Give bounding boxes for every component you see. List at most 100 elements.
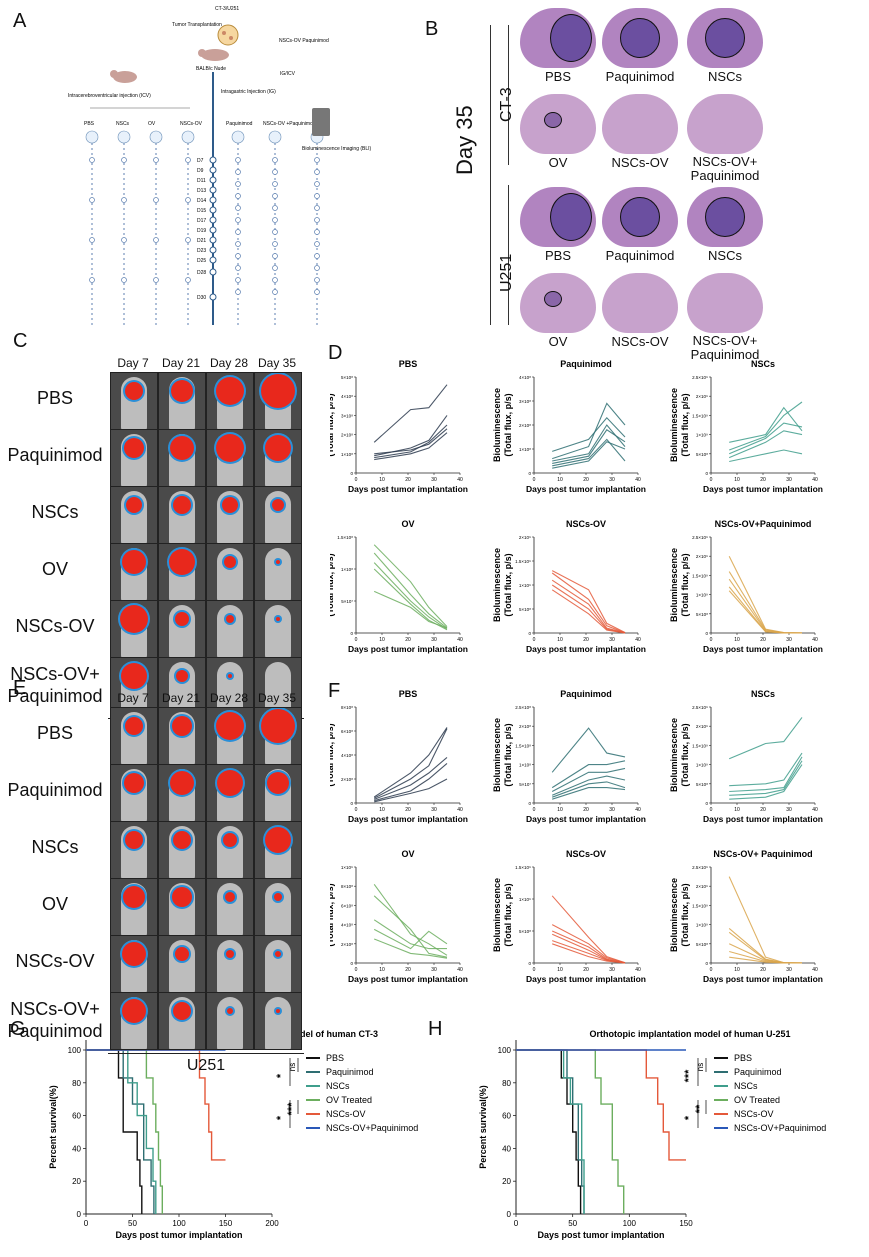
y-tick-label: 1×10⁹ [696, 763, 708, 768]
survival-curve [86, 1049, 157, 1214]
x-tick-label: 40 [812, 637, 818, 643]
injection-marker [272, 265, 278, 271]
day-label: D23 [197, 248, 206, 254]
y-axis-label: (Total flux, p/s) [330, 723, 335, 786]
imaging-cell [206, 764, 254, 822]
injection-marker [272, 157, 278, 163]
day-label: D17 [197, 218, 206, 224]
imaging-cell [254, 543, 302, 601]
survival-curve [86, 1049, 155, 1214]
imaging-row-label: NSCs-OV+ Paquinimod [7, 664, 103, 706]
x-tick-label: 0 [533, 967, 536, 973]
imaging-cell [110, 486, 158, 544]
series-line [728, 590, 803, 634]
chart-title: NSCs-OV [566, 849, 606, 859]
y-tick-label: 80 [502, 1079, 511, 1088]
y-tick-label: 1.5×10⁹ [692, 573, 708, 578]
series-line [373, 544, 448, 627]
x-tick-label: 200 [265, 1219, 279, 1228]
divider-b [490, 25, 491, 325]
injection-marker [314, 289, 320, 295]
x-tick-label: 20 [405, 967, 411, 973]
x-axis-label: Days post tumor implantation [537, 1230, 664, 1240]
imaging-cell [110, 429, 158, 487]
day-label: D11 [197, 178, 206, 184]
injection-marker [272, 217, 278, 223]
series-line [552, 438, 626, 467]
imaging-cell [254, 878, 302, 936]
x-tick-label: 0 [355, 637, 358, 643]
series-line [729, 760, 803, 796]
bli-signal [276, 560, 280, 564]
brain-label: OV [548, 334, 568, 349]
brain-section [520, 94, 596, 154]
imaging-cell [206, 935, 254, 993]
mouse-silhouette [265, 548, 291, 600]
series-line [728, 422, 803, 455]
ig-group-label: Paquinimod [226, 121, 253, 127]
vial-icon [117, 130, 131, 144]
x-tick-label: 150 [219, 1219, 233, 1228]
y-tick-label: 2×10⁸ [519, 724, 531, 729]
bli-signal [176, 670, 188, 682]
mouse-silhouette [265, 997, 291, 1049]
bli-signal [276, 1009, 280, 1013]
bli-signal [172, 887, 192, 907]
divider-u251 [508, 185, 509, 325]
bli-signal [224, 556, 236, 568]
bli-signal [175, 947, 189, 961]
imaging-cell [158, 372, 206, 430]
panel-letter-f: F [328, 680, 341, 702]
imaging-row-label: NSCs [31, 837, 79, 857]
chart-title: NSCs-OV [566, 519, 606, 529]
y-tick-label: 2×10⁸ [341, 433, 353, 438]
imaging-cell [158, 429, 206, 487]
survival-curve [516, 1049, 686, 1161]
legend-label: NSCs-OV [734, 1109, 774, 1119]
bli-signal [272, 499, 284, 511]
injection-marker [314, 181, 320, 187]
x-tick-label: 40 [635, 637, 641, 643]
bli-signal [265, 435, 291, 461]
mouse-silhouette [265, 940, 291, 992]
series-line [373, 928, 448, 950]
y-tick-label: 1×10⁹ [519, 897, 531, 902]
injection-marker [89, 157, 95, 163]
x-tick-label: 20 [583, 637, 589, 643]
mouse-label: BALB/c Nude [196, 66, 226, 72]
series-line [552, 416, 626, 452]
x-tick-label: 30 [431, 637, 437, 643]
x-tick-label: 30 [786, 637, 792, 643]
injection-marker [185, 237, 191, 243]
series-line [373, 728, 448, 799]
imaging-row-label: OV [41, 894, 68, 914]
legend-label: NSCs [734, 1081, 758, 1091]
series-line [551, 727, 626, 773]
x-tick-label: 40 [635, 807, 641, 813]
x-tick-label: 30 [609, 477, 615, 483]
series-line [728, 717, 803, 760]
chart-title: PBS [399, 359, 418, 369]
caption-rule [108, 1053, 304, 1054]
x-axis-label: Days post tumor implantation [348, 814, 468, 824]
injection-marker [89, 277, 95, 283]
bli-chart: NSCs-OV+ Paquinimod Bioluminescence (Total… [669, 849, 823, 984]
y-tick-label: 1.5×10⁸ [515, 743, 531, 748]
x-tick-label: 30 [786, 477, 792, 483]
day-marker [209, 176, 217, 184]
y-tick-label: 100 [498, 1046, 512, 1055]
mouse-silhouette [265, 662, 291, 714]
imaging-cell [110, 992, 158, 1050]
injection-marker [235, 181, 241, 187]
imaging-cell [254, 707, 302, 765]
ct3-label: CT-3 [498, 87, 515, 122]
bli-signal [122, 999, 146, 1023]
imaging-cell [254, 992, 302, 1050]
x-tick-label: 10 [557, 477, 563, 483]
bli-signal [123, 886, 145, 908]
y-tick-label: 1.5×10⁹ [692, 903, 708, 908]
y-tick-label: 0 [350, 631, 353, 636]
bli-chart: NSCs Bioluminescence (Total flux, p/s) 0 5×1… [669, 689, 823, 824]
series-line [729, 956, 802, 964]
bli-signal [125, 717, 143, 735]
